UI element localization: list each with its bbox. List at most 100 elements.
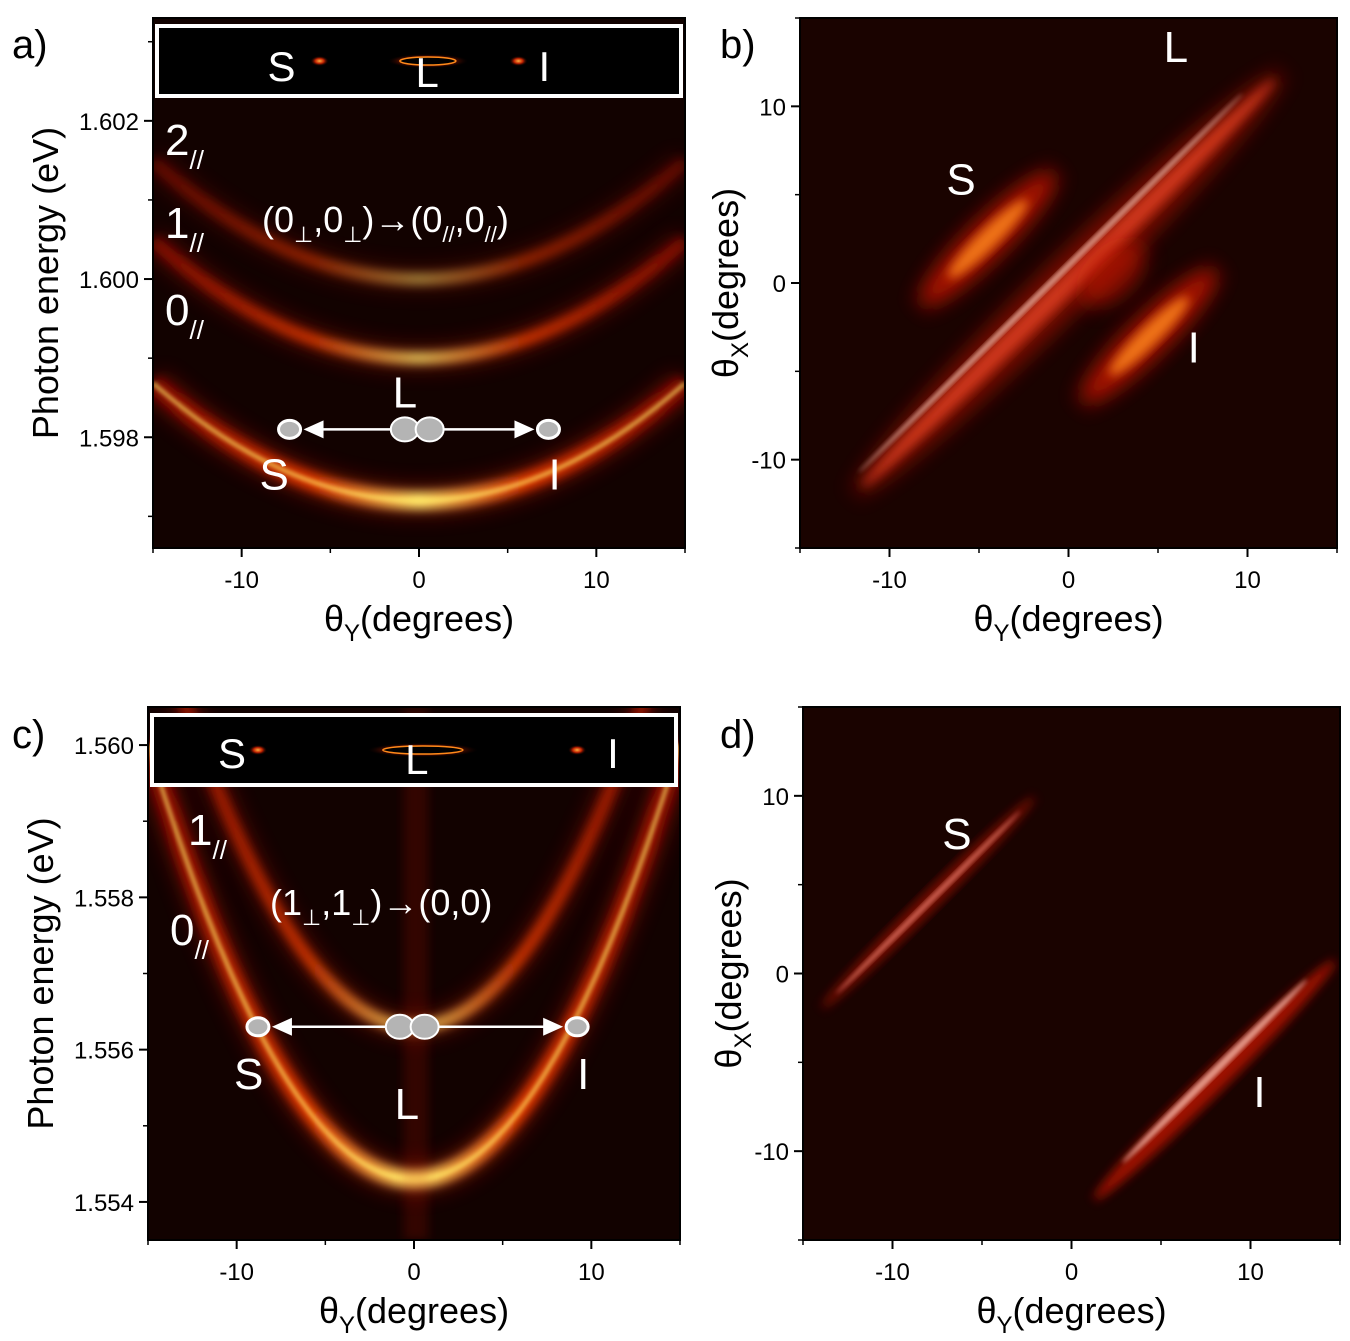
branch-label: 1// bbox=[188, 806, 228, 865]
transition-text: )→(0,0) bbox=[370, 882, 492, 923]
branch-subscript: // bbox=[189, 228, 204, 258]
y-tick-label: 0 bbox=[776, 962, 789, 989]
inset-label: S bbox=[268, 43, 296, 90]
laser-stripe bbox=[403, 707, 429, 1240]
y-axis-unit: (degrees) bbox=[705, 188, 746, 342]
transition-subscript: ⊥ bbox=[302, 905, 321, 930]
laser-streak-core bbox=[858, 93, 1243, 473]
y-tick-label: 10 bbox=[759, 94, 786, 121]
y-axis-title: θX(degrees) bbox=[705, 188, 754, 378]
idler-streak-core bbox=[1122, 979, 1308, 1163]
beam-label: I bbox=[1253, 1068, 1265, 1117]
transition-label: (0⊥,0⊥)→(0//,0//) bbox=[262, 199, 509, 247]
y-axis-title: Photon energy (eV) bbox=[25, 127, 66, 439]
transition-subscript: ⊥ bbox=[294, 222, 313, 247]
x-axis-title: θY(degrees) bbox=[324, 598, 514, 647]
transition-subscript: // bbox=[442, 222, 455, 247]
laser-label: L bbox=[393, 368, 417, 417]
y-tick-label: 1.598 bbox=[79, 425, 139, 452]
x-tick-label: 10 bbox=[1234, 567, 1261, 594]
signal-streak-core bbox=[836, 810, 1021, 995]
y-axis-symbol: θ bbox=[708, 1049, 749, 1069]
transition-text: ,1 bbox=[321, 882, 351, 923]
map-content: S L I0//1//2//(0⊥,0⊥)→(0//,0//)S IL bbox=[153, 24, 685, 517]
transition-text: ) bbox=[497, 199, 509, 240]
y-tick-label: 1.560 bbox=[74, 733, 134, 760]
y-axis-subscript: X bbox=[727, 342, 754, 358]
arrowhead-left bbox=[303, 420, 324, 439]
branch-number: 2 bbox=[165, 116, 189, 165]
inset-laser-core bbox=[399, 56, 457, 66]
branch-number: 0 bbox=[165, 286, 189, 335]
x-axis-symbol: θ bbox=[324, 598, 344, 639]
laser-streak bbox=[861, 79, 1276, 487]
panel-label: b) bbox=[720, 23, 756, 67]
dispersion-band bbox=[153, 236, 685, 365]
y-tick-label: 0 bbox=[773, 271, 786, 298]
transition-text: )→(0 bbox=[362, 199, 442, 240]
panel-label: c) bbox=[12, 713, 45, 757]
x-tick-label: 10 bbox=[583, 567, 610, 594]
map-content: S L I0//1//(1⊥,1⊥)→(0,0)S IL bbox=[148, 707, 680, 1240]
laser-marker bbox=[389, 416, 420, 443]
x-tick-label: 0 bbox=[1065, 1259, 1078, 1286]
signal-label: S bbox=[260, 450, 289, 499]
inset-idler-spot bbox=[568, 745, 587, 755]
x-axis-symbol: θ bbox=[319, 1290, 339, 1331]
idler-label: I bbox=[548, 450, 560, 499]
branch-subscript: // bbox=[212, 835, 227, 865]
y-tick-label: 1.600 bbox=[79, 267, 139, 294]
angular-map-1: L S I bbox=[800, 18, 1337, 548]
transition-subscript: ⊥ bbox=[343, 222, 362, 247]
map-content: SI bbox=[821, 796, 1336, 1201]
y-axis-subscript: X bbox=[730, 1033, 757, 1049]
y-axis-title: θX(degrees) bbox=[708, 878, 757, 1068]
x-axis-subscript: Y bbox=[993, 620, 1009, 647]
laser-marker bbox=[414, 416, 445, 443]
panel-label: a) bbox=[12, 23, 48, 67]
idler-lobe-core bbox=[1109, 296, 1189, 376]
dispersion-band-core bbox=[153, 381, 685, 503]
central-speckle bbox=[1080, 242, 1146, 307]
inset-signal-spot bbox=[248, 745, 267, 755]
y-tick-label: 1.602 bbox=[79, 109, 139, 136]
idler-marker bbox=[535, 418, 561, 440]
arrowhead-right bbox=[543, 1017, 564, 1036]
branch-label: 2// bbox=[165, 116, 205, 175]
branch-label: 0// bbox=[165, 286, 205, 345]
x-tick-label: -10 bbox=[875, 1259, 910, 1286]
y-axis-unit: (degrees) bbox=[708, 878, 749, 1032]
x-axis-unit: (degrees) bbox=[355, 1290, 509, 1331]
idler-marker bbox=[564, 1016, 590, 1038]
dispersion-map-0: S L I0//1//2//(0⊥,0⊥)→(0//,0//)S IL bbox=[153, 18, 685, 548]
x-tick-label: 10 bbox=[578, 1259, 605, 1286]
x-tick-label: -10 bbox=[219, 1259, 254, 1286]
branch-label: 1// bbox=[165, 199, 205, 258]
transition-subscript: // bbox=[485, 222, 498, 247]
dispersion-band bbox=[153, 157, 685, 285]
signal-marker bbox=[277, 418, 303, 440]
x-axis-title: θY(degrees) bbox=[973, 598, 1163, 647]
x-tick-label: 0 bbox=[1062, 567, 1075, 594]
laser-marker bbox=[384, 1013, 415, 1040]
axes-2: -10 0 101.5541.5561.5581.560θY(degrees)Pho… bbox=[12, 706, 681, 1339]
x-tick-label: 0 bbox=[412, 567, 425, 594]
inset-label: I bbox=[607, 730, 619, 777]
y-tick-label: 1.554 bbox=[74, 1190, 134, 1217]
inset-label: I bbox=[538, 43, 550, 90]
branch-subscript: // bbox=[189, 315, 204, 345]
y-tick-label: 10 bbox=[762, 784, 789, 811]
idler-streak bbox=[1093, 960, 1336, 1201]
arrowhead-left bbox=[271, 1017, 292, 1036]
pump-scheme: S IL bbox=[234, 1013, 590, 1129]
inset-label: S bbox=[218, 730, 246, 777]
x-axis-unit: (degrees) bbox=[1009, 598, 1163, 639]
branch-subscript: // bbox=[189, 145, 204, 175]
x-tick-label: 10 bbox=[1237, 1259, 1264, 1286]
pump-scheme: S I L bbox=[260, 368, 561, 499]
panel-label: d) bbox=[720, 713, 756, 757]
